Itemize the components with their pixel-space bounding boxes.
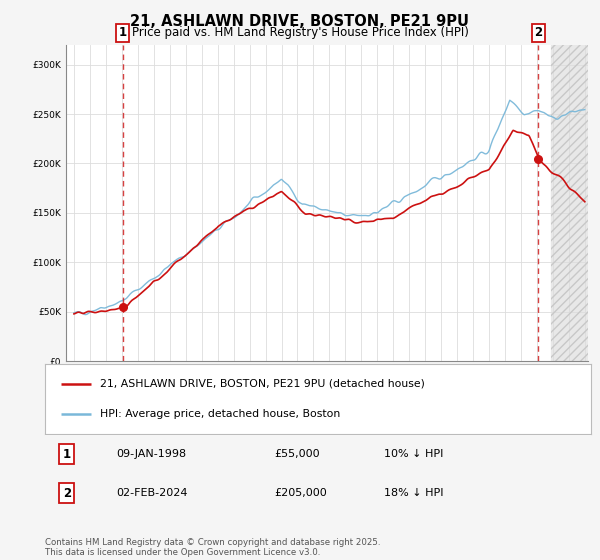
Text: 1: 1 [119, 26, 127, 39]
Text: 09-JAN-1998: 09-JAN-1998 [116, 449, 186, 459]
Text: 2: 2 [63, 487, 71, 500]
Bar [551, 45, 593, 361]
Text: 10% ↓ HPI: 10% ↓ HPI [383, 449, 443, 459]
Text: Price paid vs. HM Land Registry's House Price Index (HPI): Price paid vs. HM Land Registry's House … [131, 26, 469, 39]
Text: 18% ↓ HPI: 18% ↓ HPI [383, 488, 443, 498]
Text: 21, ASHLAWN DRIVE, BOSTON, PE21 9PU: 21, ASHLAWN DRIVE, BOSTON, PE21 9PU [131, 14, 470, 29]
Text: £205,000: £205,000 [274, 488, 327, 498]
Text: £55,000: £55,000 [274, 449, 320, 459]
Text: 1: 1 [63, 447, 71, 461]
Text: 02-FEB-2024: 02-FEB-2024 [116, 488, 187, 498]
Text: 21, ASHLAWN DRIVE, BOSTON, PE21 9PU (detached house): 21, ASHLAWN DRIVE, BOSTON, PE21 9PU (det… [100, 379, 424, 389]
Text: Contains HM Land Registry data © Crown copyright and database right 2025.
This d: Contains HM Land Registry data © Crown c… [45, 538, 380, 557]
Text: HPI: Average price, detached house, Boston: HPI: Average price, detached house, Bost… [100, 409, 340, 419]
Bar [551, 45, 593, 361]
Text: 2: 2 [534, 26, 542, 39]
